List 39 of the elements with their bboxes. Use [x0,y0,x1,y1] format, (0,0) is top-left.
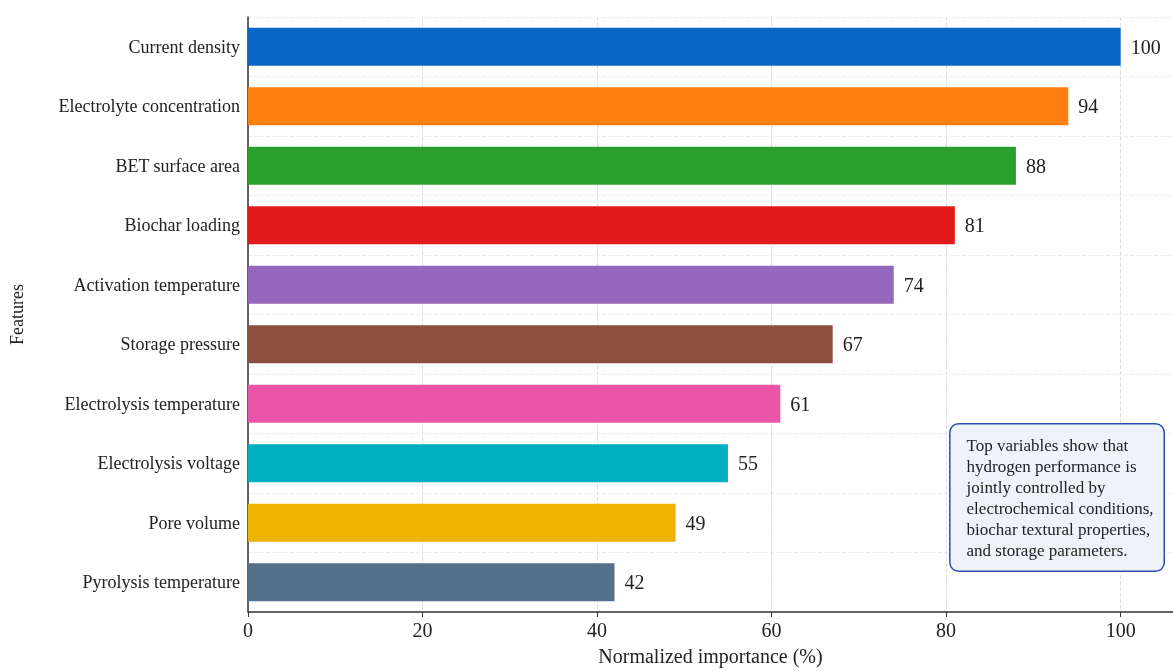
x-axis-title: Normalized importance (%) [598,645,823,668]
data-label: 55 [737,452,758,475]
y-tick-label: Electrolyte concentration [58,96,240,117]
x-tick-label: 100 [1105,619,1136,641]
y-axis-title: Features [7,284,27,345]
x-tick-label: 20 [412,619,433,641]
data-label: 88 [1025,154,1046,177]
bar [248,444,728,483]
x-tick-label: 40 [587,619,608,641]
bar [248,503,676,542]
bar [248,384,781,423]
bar [248,87,1069,126]
annotation: Top variables show that hydrogen performance is jointly controlled by electrochemical conditions, biochar textural properties, and storage parameters. [965,435,1154,560]
y-tick-label: Current density [128,36,240,57]
y-tick-label: Storage pressure [120,334,240,355]
y-tick-label: Pyrolysis temperature [82,572,241,593]
y-tick-label: Electrolysis temperature [64,393,240,414]
x-tick-label: 60 [761,619,782,641]
x-tick-label: 80 [936,619,957,641]
y-tick-label: Pore volume [148,512,240,533]
bar [248,146,1016,185]
y-tick-label: Activation temperature [73,274,240,295]
data-label: 49 [685,511,706,534]
y-tick-label: Electrolysis voltage [97,453,240,474]
y-tick-label: BET surface area [115,155,241,176]
y-tick-label: Biochar loading [124,215,240,236]
bar [248,265,894,304]
bar [248,563,615,602]
data-label: 94 [1078,95,1099,118]
data-label: 74 [903,273,924,296]
data-label: 100 [1130,35,1161,58]
data-label: 81 [964,214,985,237]
data-label: 67 [842,333,863,356]
bar [248,325,833,364]
data-label: 61 [790,392,811,415]
x-tick-label: 0 [243,619,253,641]
data-label: 42 [624,571,645,594]
bar [248,206,955,245]
bar [248,27,1121,66]
